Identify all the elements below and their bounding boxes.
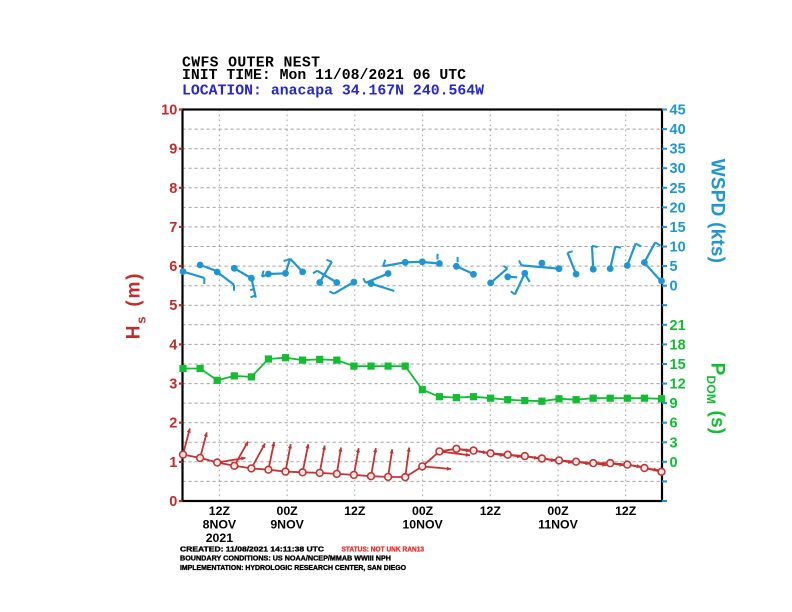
svg-text:5: 5: [670, 259, 678, 275]
svg-text:30: 30: [670, 161, 686, 177]
svg-text:18: 18: [670, 337, 686, 353]
svg-text:7: 7: [169, 220, 177, 236]
svg-text:WSPD (kts): WSPD (kts): [707, 159, 728, 263]
svg-text:12: 12: [670, 377, 686, 393]
svg-text:20: 20: [670, 200, 686, 216]
svg-text:21: 21: [670, 318, 686, 334]
svg-text:INIT TIME: Mon 11/08/2021 06 U: INIT TIME: Mon 11/08/2021 06 UTC: [182, 68, 466, 84]
svg-text:12Z: 12Z: [480, 504, 502, 518]
svg-text:00Z: 00Z: [276, 504, 298, 518]
svg-text:15: 15: [670, 220, 686, 236]
svg-text:10: 10: [670, 240, 686, 256]
svg-text:12Z: 12Z: [615, 504, 637, 518]
svg-text:3: 3: [670, 435, 678, 451]
svg-text:2021: 2021: [206, 531, 234, 545]
svg-text:6: 6: [169, 259, 177, 275]
svg-text:40: 40: [670, 122, 686, 138]
svg-text:10: 10: [161, 103, 177, 119]
svg-text:1: 1: [169, 455, 177, 471]
svg-text:4: 4: [169, 337, 177, 353]
svg-text:BOUNDARY CONDITIONS: US NOAA/N: BOUNDARY CONDITIONS: US NOAA/NCEP/MMAB W…: [180, 554, 391, 563]
svg-text:2: 2: [169, 416, 177, 432]
svg-text:5: 5: [169, 298, 177, 314]
svg-text:9: 9: [169, 142, 177, 158]
svg-text:12Z: 12Z: [344, 504, 366, 518]
svg-text:11NOV: 11NOV: [538, 518, 578, 532]
svg-text:45: 45: [670, 103, 686, 119]
svg-text:35: 35: [670, 142, 686, 158]
svg-text:0: 0: [670, 455, 678, 471]
svg-text:25: 25: [670, 181, 686, 197]
svg-text:8: 8: [169, 181, 177, 197]
svg-text:12Z: 12Z: [209, 504, 231, 518]
svg-text:9: 9: [670, 396, 678, 412]
svg-text:9NOV: 9NOV: [270, 518, 304, 532]
svg-text:CWFS OUTER NEST: CWFS OUTER NEST: [182, 55, 320, 71]
svg-text:00Z: 00Z: [412, 504, 434, 518]
svg-text:LOCATION: anacapa 34.167N 240.: LOCATION: anacapa 34.167N 240.564W: [182, 84, 484, 100]
svg-text:6: 6: [670, 416, 678, 432]
svg-text:3: 3: [169, 377, 177, 393]
svg-text:00Z: 00Z: [547, 504, 569, 518]
svg-text:STATUS: NOT UNK RAN13: STATUS: NOT UNK RAN13: [342, 544, 425, 553]
svg-text:CREATED: 11/08/2021 14:11:38 U: CREATED: 11/08/2021 14:11:38 UTC: [180, 544, 325, 553]
svg-text:0: 0: [169, 494, 177, 510]
svg-text:IMPLEMENTATION: HYDROLOGIC RES: IMPLEMENTATION: HYDROLOGIC RESEARCH CENT…: [180, 563, 406, 572]
svg-text:8NOV: 8NOV: [203, 518, 237, 532]
svg-text:0: 0: [670, 279, 678, 295]
svg-text:10NOV: 10NOV: [402, 518, 443, 532]
svg-text:Hs (m): Hs (m): [124, 272, 149, 340]
svg-text:15: 15: [670, 357, 686, 373]
